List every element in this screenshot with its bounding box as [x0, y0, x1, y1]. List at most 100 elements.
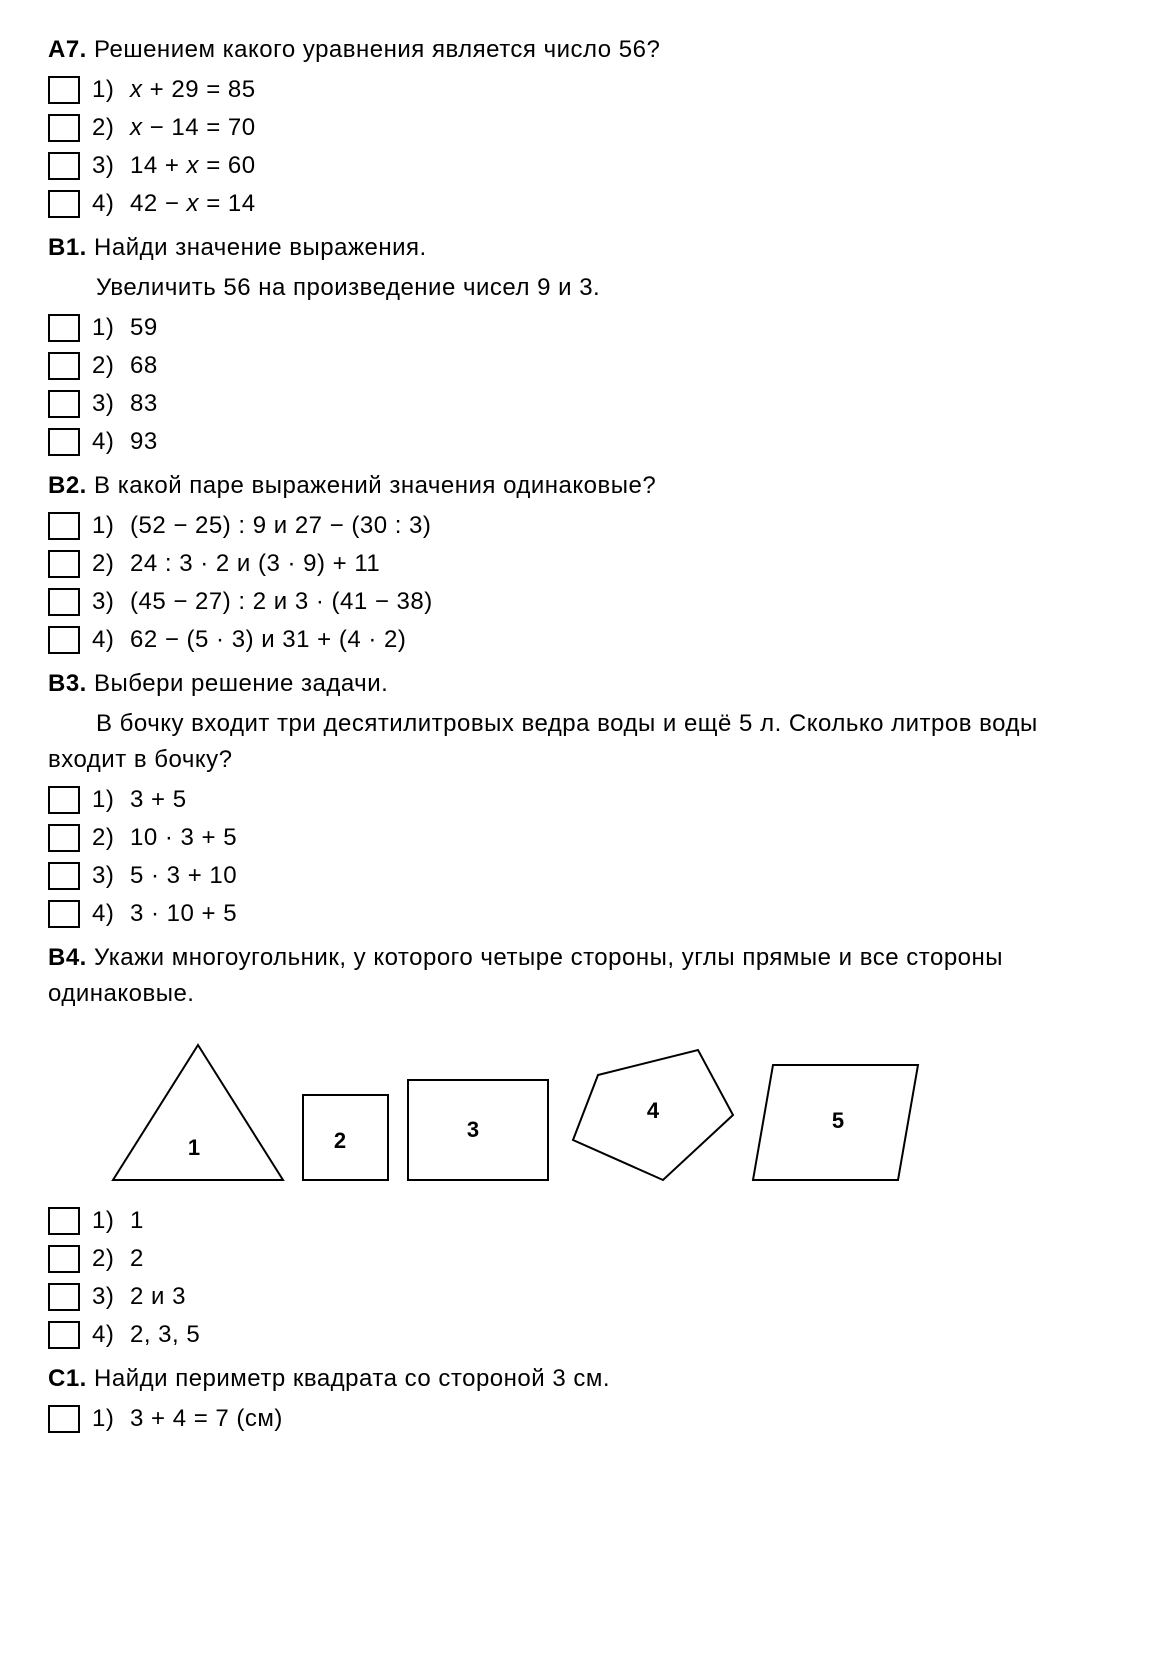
- option-row: 1)3 + 4 = 7 (см): [48, 1401, 1120, 1437]
- checkbox[interactable]: [48, 1283, 80, 1311]
- checkbox[interactable]: [48, 900, 80, 928]
- checkbox[interactable]: [48, 786, 80, 814]
- options-list: 1)3 + 52)10 · 3 + 53)5 · 3 + 104)3 · 10 …: [48, 782, 1120, 932]
- checkbox[interactable]: [48, 824, 80, 852]
- checkbox[interactable]: [48, 76, 80, 104]
- option-text: 2: [130, 1241, 144, 1277]
- option-text: 83: [130, 386, 158, 422]
- option-number: 2): [92, 110, 120, 146]
- option-row: 4)2, 3, 5: [48, 1317, 1120, 1353]
- option-row: 1) 1: [48, 1203, 1120, 1239]
- option-number: 4): [92, 424, 120, 460]
- option-row: 3) (45 − 27) : 2 и 3 · (41 − 38): [48, 584, 1120, 620]
- svg-text:1: 1: [188, 1135, 200, 1160]
- question-C1: С1. Найди периметр квадрата со стороной …: [48, 1361, 1120, 1437]
- checkbox[interactable]: [48, 114, 80, 142]
- option-number: 1): [92, 1203, 120, 1239]
- question-subtext: Увеличить 56 на произведение чисел 9 и 3…: [96, 270, 1120, 306]
- checkbox[interactable]: [48, 862, 80, 890]
- option-number: 1): [92, 310, 120, 346]
- option-row: 1) 59: [48, 310, 1120, 346]
- shape-triangle: 1: [108, 1040, 288, 1185]
- question-title: В1. Найди значение выражения.: [48, 230, 1120, 266]
- options-list: 1)x + 29 = 852)x − 14 = 703)14 + x = 604…: [48, 72, 1120, 222]
- question-text: Решением какого уравнения является число…: [94, 36, 660, 63]
- checkbox[interactable]: [48, 428, 80, 456]
- shape-square: 2: [298, 1090, 393, 1185]
- checkbox[interactable]: [48, 550, 80, 578]
- option-row: 4)93: [48, 424, 1120, 460]
- option-text: 3 · 10 + 5: [130, 896, 237, 932]
- question-label: А7.: [48, 36, 87, 63]
- option-text: x − 14 = 70: [130, 110, 256, 146]
- option-row: 4)62 − (5 · 3) и 31 + (4 · 2): [48, 622, 1120, 658]
- question-text: Найди значение выражения.: [94, 234, 427, 261]
- question-text: Найди периметр квадрата со стороной 3 см…: [94, 1365, 610, 1392]
- option-text: (45 − 27) : 2 и 3 · (41 − 38): [130, 584, 433, 620]
- options-list: 1) 59 2) 68 3) 834)93: [48, 310, 1120, 460]
- question-title: В2. В какой паре выражений значения один…: [48, 468, 1120, 504]
- option-row: 3)2 и 3: [48, 1279, 1120, 1315]
- question-body: В бочку входит три десятилитровых ведра …: [48, 706, 1120, 778]
- shape-rectangle: 3: [403, 1075, 553, 1185]
- option-number: 4): [92, 622, 120, 658]
- shapes-row: 1 2 3 4 5: [108, 1040, 1120, 1185]
- option-text: 10 · 3 + 5: [130, 820, 237, 856]
- question-title: А7. Решением какого уравнения является ч…: [48, 32, 1120, 68]
- svg-text:4: 4: [647, 1098, 660, 1123]
- question-title: В4. Укажи многоугольник, у которого четы…: [48, 940, 1120, 1012]
- checkbox[interactable]: [48, 1245, 80, 1273]
- checkbox[interactable]: [48, 512, 80, 540]
- option-text: 24 : 3 · 2 и (3 · 9) + 11: [130, 546, 380, 582]
- option-text: 14 + x = 60: [130, 148, 256, 184]
- question-text: В какой паре выражений значения одинаков…: [94, 472, 656, 499]
- checkbox[interactable]: [48, 152, 80, 180]
- checkbox[interactable]: [48, 390, 80, 418]
- option-number: 1): [92, 1401, 120, 1437]
- option-number: 2): [92, 1241, 120, 1277]
- question-title: С1. Найди периметр квадрата со стороной …: [48, 1361, 1120, 1397]
- option-row: 3) 83: [48, 386, 1120, 422]
- checkbox[interactable]: [48, 190, 80, 218]
- question-label: С1.: [48, 1365, 87, 1392]
- question-B3: В3. Выбери решение задачи. В бочку входит…: [48, 666, 1120, 932]
- checkbox[interactable]: [48, 1321, 80, 1349]
- checkbox[interactable]: [48, 588, 80, 616]
- option-text: 68: [130, 348, 158, 384]
- options-list: 1)(52 − 25) : 9 и 27 − (30 : 3)2) 24 : 3 …: [48, 508, 1120, 658]
- option-number: 3): [92, 584, 120, 620]
- checkbox[interactable]: [48, 626, 80, 654]
- option-number: 2): [92, 546, 120, 582]
- checkbox[interactable]: [48, 1405, 80, 1433]
- checkbox[interactable]: [48, 352, 80, 380]
- svg-text:5: 5: [832, 1108, 844, 1133]
- option-number: 3): [92, 858, 120, 894]
- option-number: 1): [92, 782, 120, 818]
- svg-text:3: 3: [467, 1117, 479, 1142]
- options-list: 1) 1 2) 23)2 и 34)2, 3, 5: [48, 1203, 1120, 1353]
- option-row: 4)42 − x = 14: [48, 186, 1120, 222]
- option-number: 2): [92, 348, 120, 384]
- option-text: 59: [130, 310, 158, 346]
- option-number: 3): [92, 386, 120, 422]
- option-text: 2 и 3: [130, 1279, 186, 1315]
- options-list: 1)3 + 4 = 7 (см): [48, 1401, 1120, 1437]
- option-text: (52 − 25) : 9 и 27 − (30 : 3): [130, 508, 431, 544]
- option-row: 2) x − 14 = 70: [48, 110, 1120, 146]
- option-row: 2)10 · 3 + 5: [48, 820, 1120, 856]
- question-text: Выбери решение задачи.: [94, 670, 388, 697]
- question-B1: В1. Найди значение выражения. Увеличить 5…: [48, 230, 1120, 460]
- option-row: 1)(52 − 25) : 9 и 27 − (30 : 3): [48, 508, 1120, 544]
- shape-pentagon: 4: [563, 1040, 738, 1185]
- question-B4: В4. Укажи многоугольник, у которого четы…: [48, 940, 1120, 1353]
- option-number: 1): [92, 72, 120, 108]
- option-number: 4): [92, 1317, 120, 1353]
- question-A7: А7. Решением какого уравнения является ч…: [48, 32, 1120, 222]
- checkbox[interactable]: [48, 1207, 80, 1235]
- question-title: В3. Выбери решение задачи.: [48, 666, 1120, 702]
- option-text: 1: [130, 1203, 144, 1239]
- question-label: В3.: [48, 670, 87, 697]
- shape-trapezoid: 5: [748, 1060, 923, 1185]
- checkbox[interactable]: [48, 314, 80, 342]
- option-number: 3): [92, 148, 120, 184]
